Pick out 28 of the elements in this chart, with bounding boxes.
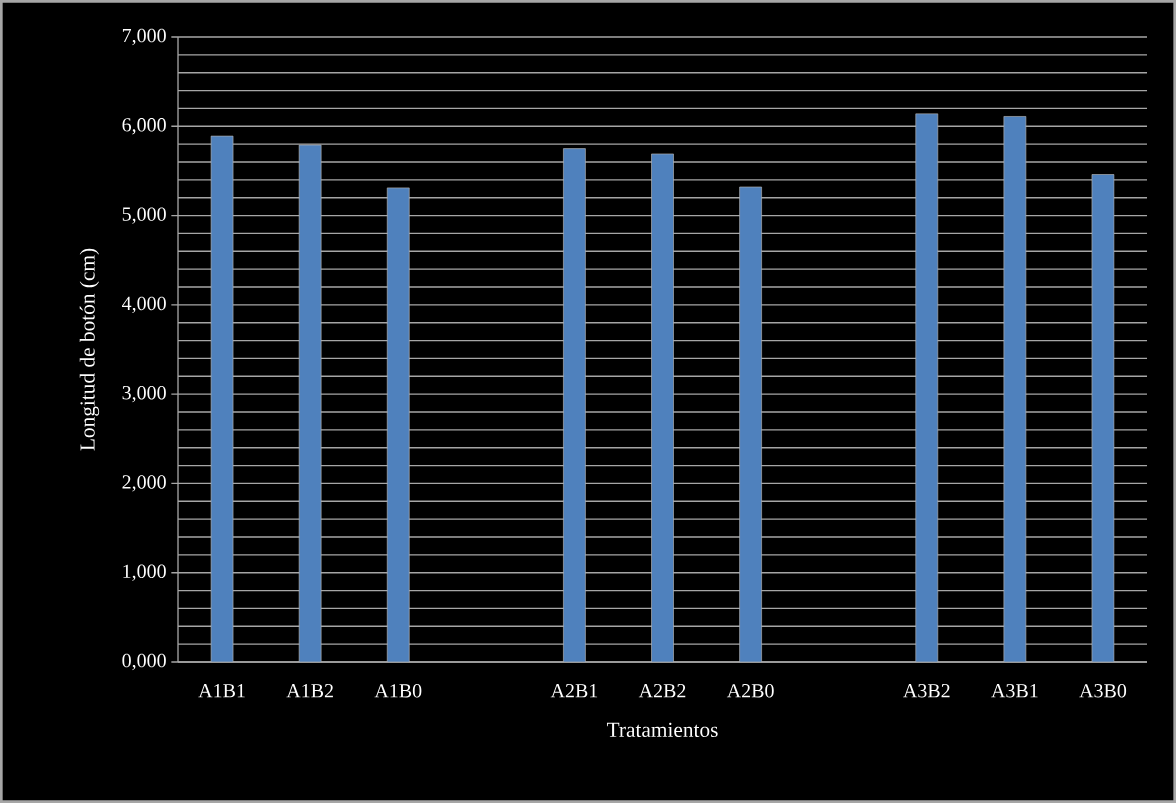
x-tick-label: A2B0 <box>726 684 774 698</box>
x-tick-label: A3B0 <box>1079 684 1127 698</box>
y-tick-label: 5,000 <box>122 207 166 224</box>
y-tick-label: 6,000 <box>122 118 166 135</box>
bar <box>1003 116 1027 662</box>
x-tick-label: A2B2 <box>638 684 686 698</box>
x-tick-label: A3B2 <box>903 684 950 698</box>
y-tick-label: 1,000 <box>123 564 166 581</box>
y-axis-title: Longitud de botón (cm) <box>79 248 100 451</box>
x-tick-label: A1B2 <box>286 684 333 698</box>
bar <box>1091 174 1115 662</box>
x-tick-label: A1B0 <box>374 684 422 698</box>
bar <box>915 113 939 662</box>
bar <box>210 135 234 662</box>
x-tick-label: A1B1 <box>198 684 245 698</box>
x-tick-label: A2B1 <box>550 684 598 698</box>
bar <box>386 187 410 662</box>
y-tick-label: 0,000 <box>122 653 166 671</box>
y-tick-label: 2,000 <box>122 475 166 492</box>
bar <box>563 148 586 662</box>
x-axis-title: Tratamientos <box>606 722 718 738</box>
bar <box>739 186 762 662</box>
y-tick-label: 4,000 <box>122 296 166 314</box>
y-tick-label: 7,000 <box>122 28 166 46</box>
bar <box>651 153 674 662</box>
y-tick-label: 3,000 <box>122 385 166 403</box>
x-tick-label: A3B1 <box>991 684 1038 698</box>
bar <box>298 144 322 662</box>
